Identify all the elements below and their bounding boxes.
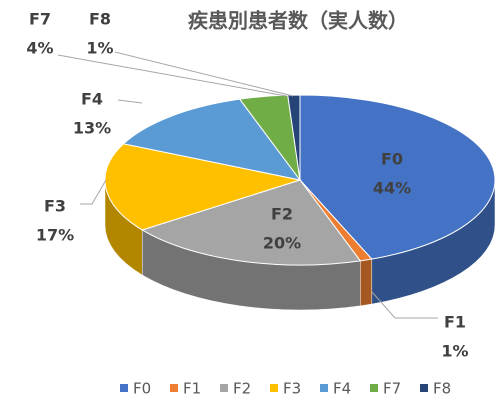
- leader-line: [114, 51, 294, 97]
- leader-line: [117, 99, 143, 104]
- slice: [299, 94, 496, 260]
- slice: [122, 98, 302, 181]
- data-label-category: F1: [444, 313, 466, 332]
- slice: [104, 143, 302, 231]
- legend-label: F7: [383, 380, 401, 398]
- data-label: 13%: [73, 119, 111, 138]
- legend-swatch: [220, 384, 228, 392]
- data-label-category: F8: [89, 10, 111, 29]
- leader-line: [80, 179, 107, 205]
- chart-title: 疾患別患者数（実人数）: [188, 9, 408, 33]
- legend-label: F0: [133, 380, 151, 398]
- legend-swatch: [120, 384, 128, 392]
- legend-label: F1: [183, 380, 201, 398]
- data-label: 20%: [263, 234, 301, 253]
- data-label: 1%: [441, 342, 468, 361]
- legend-label: F4: [333, 380, 351, 398]
- legend-swatch: [270, 384, 278, 392]
- legend-swatch: [420, 384, 428, 392]
- leader-line: [371, 291, 438, 319]
- legend-label: F3: [283, 380, 301, 398]
- data-label: 1%: [86, 39, 113, 58]
- slice-side: [360, 258, 373, 307]
- legend-label: F8: [433, 380, 451, 398]
- slice: [141, 179, 362, 266]
- legend-swatch: [370, 384, 378, 392]
- leader-line: [57, 54, 287, 97]
- data-label: 4%: [26, 39, 53, 58]
- data-label: 44%: [373, 179, 411, 198]
- legend-swatch: [320, 384, 328, 392]
- data-label-category: F7: [29, 10, 51, 29]
- data-label-category: F0: [381, 150, 403, 169]
- data-label-category: F4: [81, 90, 103, 109]
- legend-swatch: [170, 384, 178, 392]
- legend-label: F2: [233, 380, 251, 398]
- data-label: 17%: [36, 226, 74, 245]
- data-label-category: F3: [44, 197, 66, 216]
- data-label-category: F2: [271, 205, 293, 224]
